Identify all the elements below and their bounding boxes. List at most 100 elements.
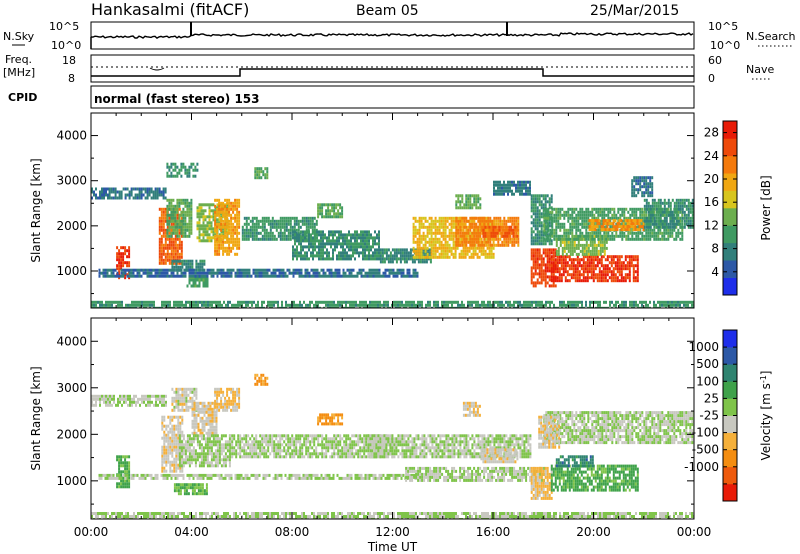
power-ytick-label: 2000 <box>56 219 87 233</box>
nave-tick-top: 60 <box>708 54 722 67</box>
colorbar-swatch <box>723 415 737 433</box>
colorbar-label: Velocity [m s-1] <box>759 371 774 461</box>
velocity-region-6 <box>173 483 208 496</box>
nsearch-label: N.Search <box>746 30 796 43</box>
power-region-12 <box>98 268 419 278</box>
colorbar-swatch <box>723 364 737 382</box>
power-ytick-label: 3000 <box>56 174 87 188</box>
nsky-right-tick-top: 10^5 <box>708 20 738 33</box>
colorbar-swatch <box>723 432 737 450</box>
nsky-left-tick-bottom: 10^0 <box>51 39 81 52</box>
beam-title: Beam 05 <box>356 3 419 19</box>
velocity-region-16 <box>530 466 553 500</box>
power-region-4 <box>166 198 193 238</box>
nave-tick-bottom: 0 <box>708 72 715 85</box>
colorbar-tick-label: 20 <box>704 172 719 186</box>
colorbar-swatch <box>723 330 737 348</box>
freq-tick-bottom: 8 <box>68 72 75 85</box>
x-tick-label: 00:00 <box>677 525 712 539</box>
colorbar-tick-label: 12 <box>704 218 719 232</box>
nsky-right-tick-bottom: 10^0 <box>710 39 740 52</box>
power-ytick-label: 1000 <box>56 264 87 278</box>
colorbar-tick-label: 100 <box>696 374 719 388</box>
velocity-ylabel: Slant Range [km] <box>29 366 43 470</box>
x-tick-label: 08:00 <box>275 525 310 539</box>
colorbar-swatch <box>723 138 737 157</box>
colorbar-swatch <box>723 208 737 226</box>
colorbar-swatch <box>723 190 737 209</box>
velocity-region-10 <box>317 413 344 426</box>
velocity-region-12 <box>367 434 532 459</box>
power-region-1 <box>108 187 167 200</box>
velocity-region-4 <box>191 401 218 435</box>
freq-label: Freq. <box>5 53 32 66</box>
power-colorbar: 4 8 12 16 20 24 28 Power [dB] <box>704 120 773 296</box>
velocity-region-11 <box>98 473 419 480</box>
power-region-29 <box>91 300 694 308</box>
velocity-ytick-label: 4000 <box>56 334 87 348</box>
colorbar-tick-label: -100 <box>692 426 719 440</box>
date-title: 25/Mar/2015 <box>590 3 679 19</box>
velocity-region-17 <box>550 464 639 492</box>
colorbar-swatch <box>723 398 737 416</box>
velocity-region-19 <box>543 411 694 445</box>
colorbar-swatch <box>723 173 737 191</box>
colorbar-label: Power [dB] <box>759 175 773 240</box>
colorbar-tick-label: 8 <box>711 242 719 256</box>
power-region-7 <box>214 198 241 256</box>
colorbar-swatch <box>723 381 737 399</box>
velocity-region-7 <box>178 434 231 468</box>
colorbar-tick-label: -500 <box>692 443 719 457</box>
colorbar-swatch <box>723 466 737 485</box>
power-region-22 <box>530 248 557 288</box>
power-ylabel: Slant Range [km] <box>29 158 43 262</box>
power-region-20 <box>493 180 531 196</box>
velocity-panel: 00:00 04:00 08:00 12:00 16:00 20:00 00:00 1000 2… <box>29 317 774 554</box>
velocity-region-20 <box>538 415 561 449</box>
power-region-0 <box>91 187 109 200</box>
power-region-18 <box>480 225 519 238</box>
velocity-region-15 <box>462 401 481 417</box>
velocity-ytick-label: 2000 <box>56 427 87 441</box>
station-title: Hankasalmi (fitACF) <box>91 0 249 19</box>
nsky-panel: N.Sky 10^5 10^0 10^5 10^0 N.Search <box>3 20 796 52</box>
colorbar-tick-label: 28 <box>704 126 719 140</box>
power-region-13 <box>292 230 380 261</box>
velocity-region-18 <box>555 455 594 468</box>
colorbar-swatch <box>723 483 737 502</box>
colorbar-tick-label: 1000 <box>688 340 719 354</box>
colorbar-tick-label: 4 <box>711 265 719 279</box>
nave-label: Nave <box>746 63 774 76</box>
power-region-14 <box>317 203 344 219</box>
power-region-23 <box>550 255 639 283</box>
power-panel: 1000 2000 3000 4000 Slant Range [km] 4 8 12 16 20… <box>29 112 773 309</box>
cpid-value: normal (fast stereo) 153 <box>94 92 260 106</box>
velocity-ytick-label: 1000 <box>56 474 87 488</box>
velocity-region-14 <box>480 448 519 464</box>
nsky-trace <box>90 32 694 39</box>
power-region-26 <box>588 219 645 232</box>
colorbar-swatch <box>723 347 737 365</box>
freq-panel: Freq. [MHz] 18 8 60 0 Nave <box>3 53 774 85</box>
colorbar-swatch <box>723 277 737 296</box>
velocity-region-1 <box>116 455 131 489</box>
x-tick-label: 00:00 <box>74 525 109 539</box>
power-region-28 <box>631 176 654 198</box>
x-tick-label: 12:00 <box>375 525 410 539</box>
velocity-region-5 <box>214 387 241 412</box>
colorbar-tick-label: 500 <box>696 357 719 371</box>
velocity-region-0 <box>91 394 167 407</box>
colorbar-tick-label: 24 <box>704 149 719 163</box>
colorbar-tick-label: -1000 <box>684 460 719 474</box>
x-tick-label: 16:00 <box>476 525 511 539</box>
velocity-ytick-label: 3000 <box>56 381 87 395</box>
nsky-left-tick-top: 10^5 <box>49 20 79 33</box>
x-axis-label: Time UT <box>367 540 418 554</box>
velocity-region-13 <box>405 466 546 482</box>
power-region-5 <box>166 162 199 178</box>
colorbar-tick-label: -25 <box>699 409 719 423</box>
power-region-11 <box>254 167 269 180</box>
nsky-label: N.Sky <box>3 30 35 43</box>
velocity-region-8 <box>254 373 269 386</box>
